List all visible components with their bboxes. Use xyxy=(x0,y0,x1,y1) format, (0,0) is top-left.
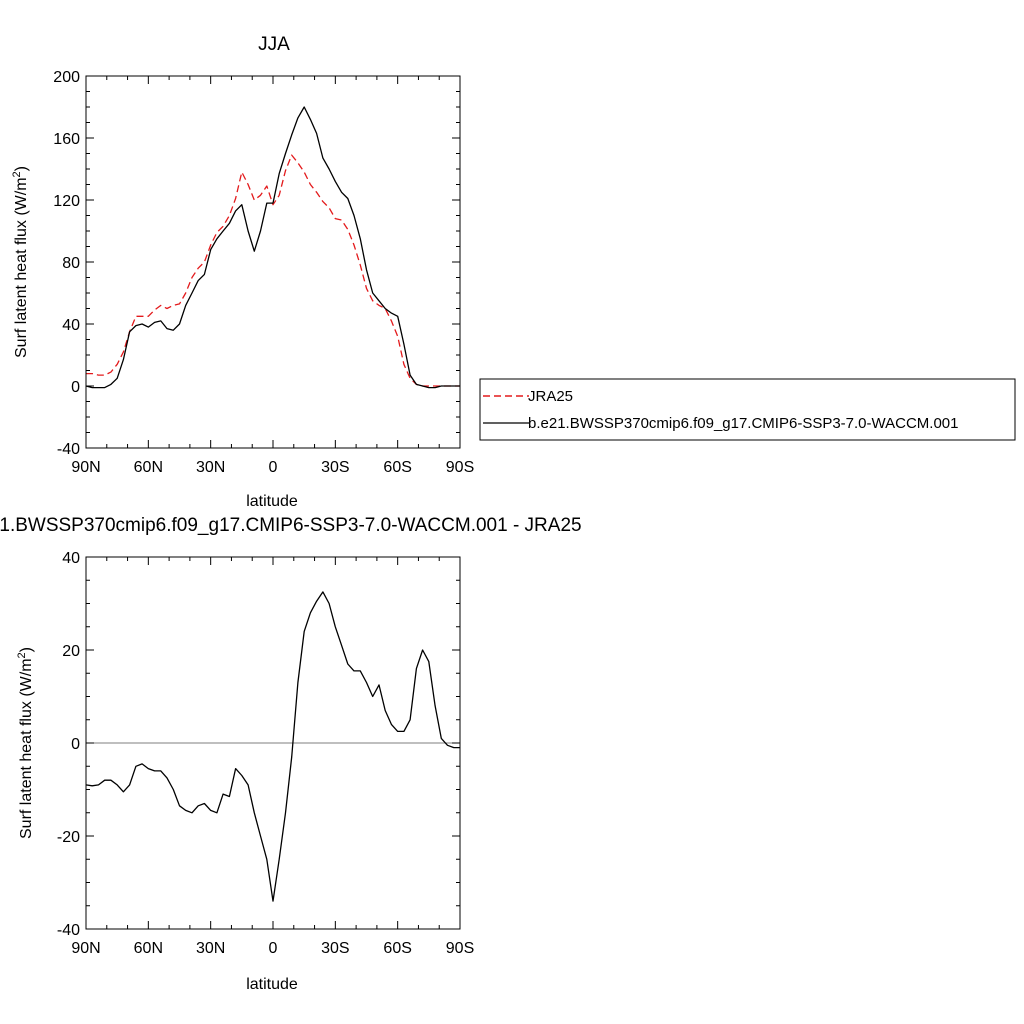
top-x-tick-label: 30N xyxy=(196,459,225,476)
top-y-tick-label: -40 xyxy=(57,441,80,458)
bottom-x-tick-label: 90S xyxy=(446,940,474,957)
top-x-tick-label: 60S xyxy=(383,459,411,476)
top-x-tick-label: 30S xyxy=(321,459,349,476)
svg-text:Surf latent heat flux (W/m2): Surf latent heat flux (W/m2) xyxy=(11,166,30,358)
top-series-b-e21-bwssp370cmip6-f09--line xyxy=(85,106,460,389)
bottom-plot-frame xyxy=(85,556,461,930)
top-y-tick-label: 120 xyxy=(53,193,80,210)
top-plot-frame xyxy=(85,75,461,449)
top-y-tick-label: 0 xyxy=(71,379,80,396)
top-x-tick-label: 60N xyxy=(134,459,163,476)
top-x-tick-label: 0 xyxy=(269,459,278,476)
bottom-y-tick-label: 40 xyxy=(62,550,80,567)
bottom-chart: b.e21.BWSSP370cmip6.f09_g17.CMIP6-SSP3-7… xyxy=(0,515,582,993)
top-chart-title: JJA xyxy=(258,34,290,55)
top-x-tick-label: 90S xyxy=(446,459,474,476)
bottom-x-tick-label: 0 xyxy=(269,940,278,957)
bottom-y-tick-label: 0 xyxy=(71,736,80,753)
bottom-y-tick-label: 20 xyxy=(62,643,80,660)
bottom-y-tick-label: -40 xyxy=(57,922,80,939)
legend-box xyxy=(479,378,1016,441)
top-y-tick-label: 40 xyxy=(62,317,80,334)
svg-text:Surf latent heat flux (W/m2): Surf latent heat flux (W/m2) xyxy=(16,647,35,839)
bottom-chart-y-axis-title: Surf latent heat flux (W/m2) xyxy=(16,647,35,839)
legend-label-jra25: JRA25 xyxy=(528,388,573,405)
bottom-x-tick-label: 30S xyxy=(321,940,349,957)
bottom-x-tick-label: 60N xyxy=(134,940,163,957)
bottom-x-tick-label: 30N xyxy=(196,940,225,957)
bottom-chart-title: b.e21.BWSSP370cmip6.f09_g17.CMIP6-SSP3-7… xyxy=(0,515,582,536)
legend-label-model: b.e21.BWSSP370cmip6.f09_g17.CMIP6-SSP3-7… xyxy=(528,415,958,432)
bottom-y-tick-label: -20 xyxy=(57,829,80,846)
top-y-tick-label: 80 xyxy=(62,255,80,272)
legend: JRA25 b.e21.BWSSP370cmip6.f09_g17.CMIP6-… xyxy=(479,378,1016,441)
bottom-series-difference-line xyxy=(85,591,460,902)
top-x-tick-label: 90N xyxy=(71,459,100,476)
top-chart-x-axis-title: latitude xyxy=(246,493,298,510)
top-chart: JJA Surf latent heat flux (W/m2) latitud… xyxy=(11,34,474,510)
bottom-chart-x-axis-title: latitude xyxy=(246,976,298,993)
top-chart-y-axis-title: Surf latent heat flux (W/m2) xyxy=(11,166,30,358)
top-y-tick-label: 160 xyxy=(53,131,80,148)
bottom-x-tick-label: 90N xyxy=(71,940,100,957)
top-series-jra25-line xyxy=(86,154,460,387)
bottom-x-tick-label: 60S xyxy=(383,940,411,957)
top-y-tick-label: 200 xyxy=(53,69,80,86)
